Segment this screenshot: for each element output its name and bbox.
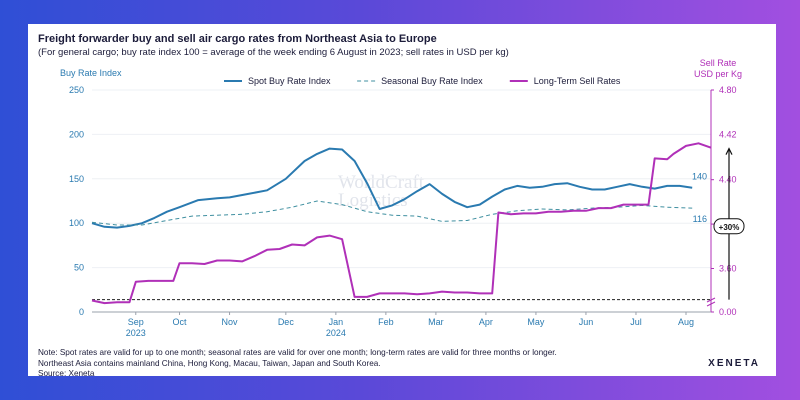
legend-label: Spot Buy Rate Index [248,76,331,86]
spot-end-value: 140 [692,172,707,182]
x-tick-label: Jan [329,317,344,327]
y-tick-label: 150 [69,174,84,184]
left-axis-title: Buy Rate Index [60,68,122,78]
x-tick-label: Nov [222,317,239,327]
annotation-layer: 140 116 4.42 +30% [692,129,745,300]
right-tick-label: 4.40 [719,175,737,185]
footnote-source: Source: Xeneta [38,369,95,378]
x-tick-label: May [527,317,545,327]
x-tick-label: Sep [128,317,144,327]
axis-break-icon [706,297,716,307]
series-layer [91,142,712,305]
y-tick-label: 50 [74,263,84,273]
series-line-seasonal-buy-rate-index [91,200,693,226]
x-tick-label: Jun [579,317,594,327]
right-tick-label: 4.80 [719,85,737,95]
change-arrow-head-icon [725,147,733,155]
x-tick-label: Feb [378,317,394,327]
series-line-spot-buy-rate-index [91,147,693,229]
y-tick-label: 250 [69,85,84,95]
right-tick-label: 0.00 [719,307,737,317]
footnote: Note: Spot rates are valid for up to one… [38,348,557,380]
change-badge [713,218,745,235]
x-tick-label: Dec [278,317,295,327]
right-axis-title-line2: USD per Kg [693,69,743,79]
sell-end-value: 4.42 [719,129,737,139]
x-tick-label: Aug [678,317,694,327]
legend-label: Long-Term Sell Rates [534,76,621,86]
watermark-line1: WorldCraft [338,172,425,193]
footnote-line2: Northeast Asia contains mainland China, … [38,358,381,368]
y-tick-label: 100 [69,218,84,228]
right-axis-title: Sell Rate USD per Kg [683,58,753,80]
x-tick-year: 2024 [326,328,346,338]
chart-title: Freight forwarder buy and sell air cargo… [38,33,437,45]
seasonal-end-value: 116 [693,214,707,224]
chart-subtitle: (For general cargo; buy rate index 100 =… [38,47,509,58]
right-tick-label: 3.60 [719,263,737,273]
y-tick-label: 0 [79,307,84,317]
x-tick-label: Mar [428,317,444,327]
x-tick-label: Apr [479,317,493,327]
footnote-line1: Note: Spot rates are valid for up to one… [38,348,557,357]
axis-layer: 0501001502002500.003.604.004.404.80Sep20… [69,85,737,338]
legend-layer: Spot Buy Rate Index Seasonal Buy Rate Ind… [224,76,621,86]
x-tick-label: Oct [173,317,188,327]
change-badge-label: +30% [719,223,740,232]
series-line-long-term-sell-rates [91,142,712,305]
brand-logo: XENETA [708,358,760,369]
x-tick-label: Jul [630,317,642,327]
chart-card: Freight forwarder buy and sell air cargo… [28,24,776,378]
line-chart: 0501001502002500.003.604.004.404.80Sep20… [69,76,745,338]
legend-label: Seasonal Buy Rate Index [381,76,483,86]
right-axis-title-line1: Sell Rate [699,58,737,68]
y-tick-label: 200 [69,129,84,139]
x-tick-year: 2023 [126,328,146,338]
